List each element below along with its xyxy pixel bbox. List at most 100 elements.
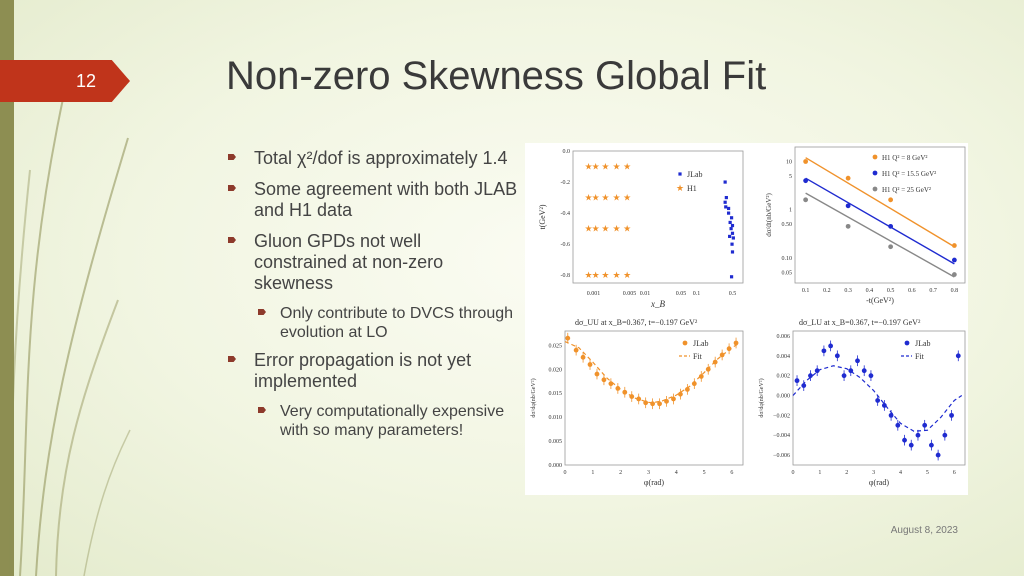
x-tick-label: 6 bbox=[730, 470, 733, 476]
bullet-text: Total χ²/dof is approximately 1.4 bbox=[254, 148, 508, 168]
y-tick-label: 0.015 bbox=[549, 391, 563, 397]
data-point bbox=[636, 396, 642, 402]
data-point bbox=[682, 340, 688, 346]
data-point bbox=[845, 223, 851, 229]
chart-title: dσ_UU at x_B=0.367, t=−0.197 GeV² bbox=[575, 318, 698, 327]
data-point: ★ bbox=[676, 183, 684, 193]
data-point: ★ bbox=[612, 193, 620, 203]
sub-bullet-item: Only contribute to DVCS through evolutio… bbox=[258, 304, 518, 342]
data-point bbox=[814, 368, 820, 374]
data-point bbox=[573, 347, 579, 353]
data-point: ★ bbox=[584, 270, 592, 280]
data-point bbox=[794, 378, 800, 384]
bullet-text: Gluon GPDs not well constrained at non-z… bbox=[254, 231, 444, 293]
data-point bbox=[726, 211, 731, 215]
vine-decoration bbox=[9, 93, 131, 576]
data-point bbox=[888, 412, 894, 418]
y-tick-label: 0.50 bbox=[782, 222, 793, 228]
y-tick-label: 5 bbox=[789, 174, 792, 180]
data-point bbox=[724, 205, 728, 209]
x-tick-label: 5 bbox=[703, 470, 706, 476]
data-point bbox=[875, 398, 881, 403]
data-point bbox=[731, 236, 735, 240]
data-point bbox=[951, 272, 957, 277]
data-point bbox=[723, 180, 727, 184]
bullet-text: Very computationally expensive with so m… bbox=[280, 403, 505, 439]
data-point: ★ bbox=[592, 193, 600, 203]
data-point bbox=[650, 401, 656, 407]
plot-frame bbox=[794, 146, 966, 284]
x-tick-label: 0.3 bbox=[844, 288, 852, 294]
x-tick-label: 2 bbox=[619, 470, 622, 476]
slide-number: 12 bbox=[76, 70, 97, 91]
data-point bbox=[955, 353, 961, 359]
data-point bbox=[671, 396, 676, 402]
x-tick-label: 0 bbox=[564, 470, 567, 476]
data-point bbox=[730, 242, 734, 246]
data-point bbox=[664, 398, 669, 404]
x-tick-label: 0.05 bbox=[676, 291, 687, 297]
fit-line bbox=[805, 192, 955, 278]
legend-label: Fit bbox=[693, 352, 703, 361]
data-point bbox=[629, 394, 635, 399]
y-tick-label: -0.8 bbox=[561, 273, 571, 279]
data-point bbox=[615, 386, 621, 391]
y-tick-label: 0.05 bbox=[782, 270, 793, 276]
data-point: ★ bbox=[601, 162, 609, 172]
data-point: ★ bbox=[601, 270, 609, 280]
data-point bbox=[949, 412, 954, 418]
data-point bbox=[942, 432, 948, 438]
x-tick-label: 0.6 bbox=[908, 288, 916, 294]
x-tick-label: 0.4 bbox=[866, 288, 874, 294]
data-point: ★ bbox=[623, 162, 631, 172]
data-point bbox=[828, 343, 834, 349]
data-point bbox=[951, 257, 957, 263]
plots-svg: 0.001 0.005 0.01 0.05 0.1 0.50.0-0.2-0.4-0.6-… bbox=[530, 146, 966, 487]
data-point bbox=[845, 175, 851, 181]
data-point bbox=[580, 354, 586, 360]
legend-label: H1 Q² = 8 GeV² bbox=[882, 154, 927, 162]
y-tick-label: −0.006 bbox=[773, 453, 790, 459]
data-point bbox=[601, 377, 607, 383]
bullet-arrow-icon bbox=[258, 407, 266, 413]
data-point bbox=[565, 335, 571, 341]
data-point bbox=[845, 203, 851, 209]
data-point: ★ bbox=[601, 193, 609, 203]
x-axis-label: -t(GeV²) bbox=[866, 296, 894, 305]
data-point bbox=[691, 381, 697, 387]
data-point bbox=[872, 154, 878, 160]
data-point bbox=[855, 358, 860, 364]
plot-frame bbox=[564, 330, 744, 466]
data-point bbox=[881, 403, 887, 408]
x-tick-label: 3 bbox=[647, 470, 650, 476]
slide-date: August 8, 2023 bbox=[890, 525, 958, 536]
data-point: ★ bbox=[623, 224, 631, 234]
data-point bbox=[888, 197, 894, 203]
bullet-item: Total χ²/dof is approximately 1.4 bbox=[228, 148, 518, 169]
data-point bbox=[868, 373, 874, 379]
legend-label: Fit bbox=[915, 352, 925, 361]
data-point bbox=[915, 432, 921, 438]
data-point bbox=[801, 383, 807, 388]
bullet-text: Only contribute to DVCS through evolutio… bbox=[280, 305, 514, 341]
bullet-item: Gluon GPDs not well constrained at non-z… bbox=[228, 231, 518, 294]
x-tick-label: 0.001 bbox=[587, 291, 601, 297]
y-tick-label: 10 bbox=[786, 159, 792, 165]
data-point: ★ bbox=[584, 162, 592, 172]
data-point: ★ bbox=[584, 224, 592, 234]
data-point bbox=[698, 374, 704, 379]
y-tick-label: -0.4 bbox=[561, 211, 571, 217]
y-tick-label: 0.004 bbox=[777, 354, 791, 360]
data-point bbox=[908, 442, 914, 448]
plot-frame bbox=[572, 150, 744, 284]
legend-label: JLab bbox=[687, 170, 703, 179]
data-point bbox=[872, 170, 878, 176]
data-point bbox=[729, 216, 734, 220]
data-point bbox=[723, 200, 727, 204]
data-point bbox=[724, 195, 728, 200]
data-point bbox=[608, 381, 614, 387]
bullet-text: Error propagation is not yet implemented bbox=[254, 350, 472, 391]
data-point bbox=[935, 452, 941, 458]
x-tick-label: 2 bbox=[845, 470, 848, 476]
legend-label: JLab bbox=[915, 339, 931, 348]
